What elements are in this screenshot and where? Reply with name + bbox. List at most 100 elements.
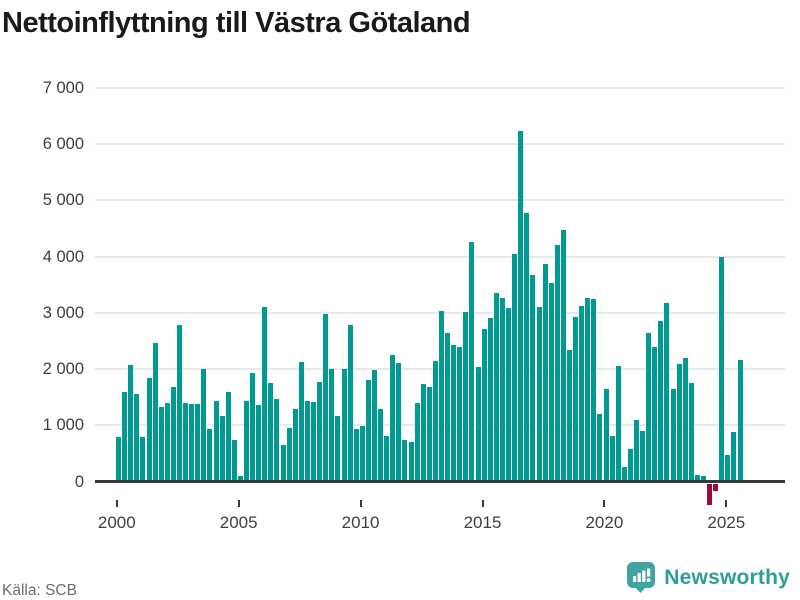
bar-2007Q1 — [286, 428, 292, 482]
page-title: Nettoinflyttning till Västra Götaland — [2, 7, 471, 39]
y-tick-label-5000: 5 000 — [42, 191, 84, 210]
bar-2002Q3 — [176, 325, 182, 482]
newsworthy-wordmark: Newsworthy — [664, 565, 790, 589]
bar-2001Q4 — [158, 407, 164, 482]
gridline-6000 — [95, 142, 785, 145]
bar-2014Q1 — [457, 347, 463, 482]
y-tick-label-2000: 2 000 — [42, 360, 84, 379]
bar-2007Q2 — [292, 408, 298, 482]
bar-2004Q1 — [213, 401, 219, 482]
bar-2013Q3 — [445, 332, 450, 482]
bar-2013Q2 — [439, 311, 444, 482]
bar-2015Q1 — [481, 329, 487, 482]
bar-2017Q4 — [548, 283, 554, 482]
bar-2018Q3 — [566, 350, 572, 482]
bar-2012Q3 — [420, 384, 426, 482]
x-tick-2015 — [481, 500, 484, 507]
bar-2020Q1 — [603, 389, 609, 482]
bar-2019Q3 — [591, 298, 597, 482]
bar-2006Q4 — [280, 445, 286, 482]
bar-2015Q2 — [487, 317, 493, 482]
bar-2001Q1 — [140, 437, 146, 482]
bar-2020Q2 — [609, 436, 615, 482]
y-tick-label-6000: 6 000 — [42, 134, 84, 153]
bar-2018Q1 — [554, 245, 560, 482]
bar-2019Q2 — [585, 298, 591, 482]
bar-2009Q1 — [335, 415, 341, 482]
x-tick-label-2025: 2025 — [707, 513, 746, 532]
bar-2006Q1 — [262, 307, 268, 482]
bar-2018Q2 — [560, 230, 566, 482]
bar-2005Q3 — [250, 373, 256, 482]
bar-2001Q3 — [152, 343, 158, 482]
bar-2000Q4 — [134, 394, 140, 482]
bar-2016Q4 — [524, 212, 530, 482]
y-tick-label-1000: 1 000 — [42, 416, 84, 435]
gridline-7000 — [95, 86, 785, 89]
bar-2023Q4 — [694, 474, 700, 482]
bar-2022Q1 — [652, 346, 658, 482]
x-tick-2005 — [237, 500, 240, 507]
x-tick-label-2015: 2015 — [463, 513, 502, 532]
bar-2016Q3 — [518, 131, 524, 482]
bar-2015Q4 — [499, 298, 505, 482]
bar-2005Q4 — [256, 405, 262, 482]
bar-2000Q2 — [122, 392, 128, 482]
bar-2021Q2 — [633, 420, 639, 482]
bar-2008Q3 — [323, 313, 329, 482]
bar-2014Q4 — [475, 366, 481, 482]
y-tick-label-4000: 4 000 — [42, 247, 84, 266]
bar-2014Q2 — [463, 312, 469, 482]
x-tick-2000 — [115, 500, 118, 507]
bar-2010Q1 — [359, 426, 365, 482]
x-tick-label-2000: 2000 — [97, 513, 136, 532]
bar-2013Q1 — [432, 361, 438, 482]
bar-2005Q2 — [244, 401, 249, 482]
bar-2025Q2 — [731, 432, 737, 482]
bar-2011Q3 — [396, 362, 402, 482]
bar-2003Q3 — [201, 369, 207, 482]
bar-2023Q1 — [676, 364, 682, 482]
bar-2024Q3 — [713, 483, 719, 492]
bar-2003Q2 — [195, 404, 201, 482]
bar-2017Q2 — [536, 307, 542, 482]
bar-2011Q4 — [402, 439, 408, 482]
bar-2007Q3 — [298, 361, 304, 482]
x-tick-2010 — [359, 500, 362, 507]
bar-chart-pin-icon — [627, 562, 656, 593]
bar-2010Q4 — [378, 409, 383, 482]
bar-2013Q4 — [451, 344, 457, 482]
bar-2006Q2 — [268, 383, 274, 482]
y-tick-label-7000: 7 000 — [42, 78, 84, 97]
bar-2000Q1 — [116, 437, 121, 482]
x-tick-label-2010: 2010 — [341, 513, 380, 532]
bar-2010Q3 — [371, 369, 377, 482]
gridline-5000 — [95, 199, 785, 202]
bar-2022Q4 — [670, 389, 676, 482]
x-tick-label-2020: 2020 — [585, 513, 624, 532]
bar-2020Q4 — [621, 466, 627, 482]
y-tick-label-0: 0 — [74, 472, 84, 491]
bar-2012Q4 — [426, 386, 432, 482]
bar-2002Q4 — [183, 403, 188, 482]
bar-2004Q3 — [225, 391, 231, 482]
bar-2008Q1 — [311, 401, 316, 482]
bar-2009Q2 — [341, 368, 347, 482]
bar-2012Q2 — [414, 403, 420, 482]
bar-2017Q1 — [530, 275, 536, 482]
bar-2002Q2 — [170, 387, 176, 482]
x-tick-2025 — [725, 500, 728, 507]
bar-2009Q3 — [347, 325, 353, 482]
bar-2023Q2 — [682, 358, 688, 482]
bar-2011Q1 — [384, 435, 390, 482]
bar-2001Q2 — [146, 378, 152, 482]
y-tick-label-3000: 3 000 — [42, 303, 84, 322]
bar-2017Q3 — [542, 263, 548, 482]
bar-2024Q4 — [719, 256, 725, 482]
bar-2009Q4 — [353, 429, 359, 482]
newsworthy-logo: Newsworthy — [627, 562, 790, 593]
bar-2019Q1 — [579, 306, 585, 482]
bar-2006Q3 — [274, 398, 280, 482]
bar-2016Q2 — [512, 254, 518, 482]
